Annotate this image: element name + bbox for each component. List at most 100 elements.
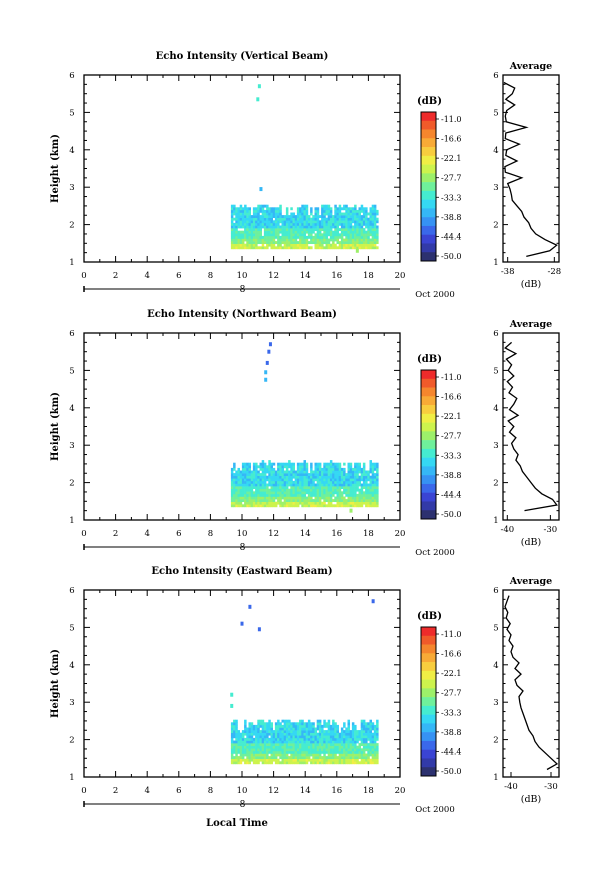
echo-cell [338, 209, 342, 213]
echo-cell [349, 480, 353, 484]
echo-cell [305, 220, 309, 224]
echo-cell [290, 480, 293, 484]
echo-cell [356, 745, 359, 749]
echo-cell [362, 756, 366, 759]
echo-cell [296, 470, 300, 474]
echo-cell [250, 496, 254, 500]
echo-cell [274, 496, 278, 500]
echo-cell [343, 467, 346, 471]
x-tick-label: 6 [176, 271, 181, 281]
echo-cell [290, 724, 293, 728]
echo-cell [279, 499, 282, 502]
echo-cell [349, 467, 353, 471]
echo-cell [266, 756, 269, 759]
echo-cell [252, 740, 256, 744]
echo-cell [347, 230, 350, 234]
echo-cell [290, 238, 293, 242]
echo-cell [263, 735, 267, 739]
echo-cell [334, 748, 337, 752]
y-tick-label: 2 [69, 736, 74, 746]
echo-cell [367, 225, 370, 229]
echo-cell [325, 480, 328, 484]
colorbar-swatch [421, 396, 436, 406]
echo-cell [360, 478, 364, 482]
echo-cell [257, 238, 260, 242]
echo-cell [279, 486, 282, 489]
echo-cell [259, 730, 262, 733]
colorbar-level: -38.8 [441, 728, 462, 737]
echo-cell [367, 491, 370, 495]
echo-cell [230, 228, 234, 231]
echo-cell [365, 756, 368, 759]
echo-cell [301, 462, 304, 466]
echo-cell [252, 496, 256, 500]
echo-cell [334, 499, 337, 502]
colorbar-swatch [421, 138, 436, 148]
echo-cell [351, 220, 355, 224]
echo-cell [340, 233, 344, 237]
echo-cell [314, 209, 317, 213]
echo-cell [233, 212, 236, 216]
echo-cell [329, 730, 333, 733]
echo-cell [340, 483, 344, 487]
echo-cell [283, 480, 287, 484]
echo-cell [376, 225, 379, 229]
echo-cell [336, 222, 339, 226]
echo-cell [345, 504, 348, 508]
echo-cell [272, 486, 276, 489]
echo-cell [285, 478, 289, 482]
echo-cell [340, 478, 344, 482]
echo-cell [261, 475, 265, 479]
echo-cell [318, 753, 322, 757]
echo-cell [356, 470, 359, 474]
echo-cell [244, 761, 247, 765]
echo-cell [356, 483, 359, 487]
echo-cell [263, 496, 267, 500]
echo-cell [369, 748, 372, 752]
echo-cell [255, 475, 258, 479]
echo-cell [241, 488, 245, 492]
echo-cell [365, 241, 368, 244]
echo-cell [296, 737, 300, 741]
echo-cell [296, 207, 300, 211]
echo-cell [354, 215, 357, 218]
echo-cell [314, 225, 317, 229]
echo-cell [255, 750, 258, 754]
echo-cell [257, 215, 260, 218]
echo-cell [230, 243, 234, 247]
echo-cell [230, 486, 234, 489]
echo-cell [268, 727, 271, 731]
echo-cell [255, 462, 258, 466]
echo-cell [369, 243, 372, 247]
echo-cell [290, 470, 293, 474]
echo-cell [325, 491, 328, 495]
echo-cell [305, 470, 309, 474]
colorbar-swatch [421, 370, 436, 380]
echo-cell [327, 756, 331, 759]
echo-cell [332, 504, 335, 508]
echo-cell [323, 737, 326, 741]
echo-cell [367, 230, 370, 234]
echo-cell [354, 467, 357, 471]
echo-cell [272, 491, 276, 495]
echo-cell [283, 735, 287, 739]
echo-cell [303, 478, 306, 482]
echo-cell [257, 217, 260, 221]
echo-cell [343, 230, 346, 234]
colorbar-level: -50.0 [441, 767, 462, 776]
echo-cell [274, 235, 278, 239]
echo-cell [292, 504, 295, 508]
x-tick-label: 4 [144, 786, 149, 796]
echo-cell [268, 222, 271, 226]
echo-cell [354, 225, 357, 229]
echo-cell [345, 750, 348, 754]
echo-cell [239, 756, 243, 759]
echo-cell [277, 475, 280, 479]
echo-cell [305, 732, 309, 736]
echo-cell [285, 473, 289, 476]
average-frame [502, 589, 560, 778]
x-tick-label: 12 [268, 786, 279, 796]
echo-cell [246, 756, 249, 759]
echo-cell [290, 735, 293, 739]
echo-cell [314, 473, 317, 476]
